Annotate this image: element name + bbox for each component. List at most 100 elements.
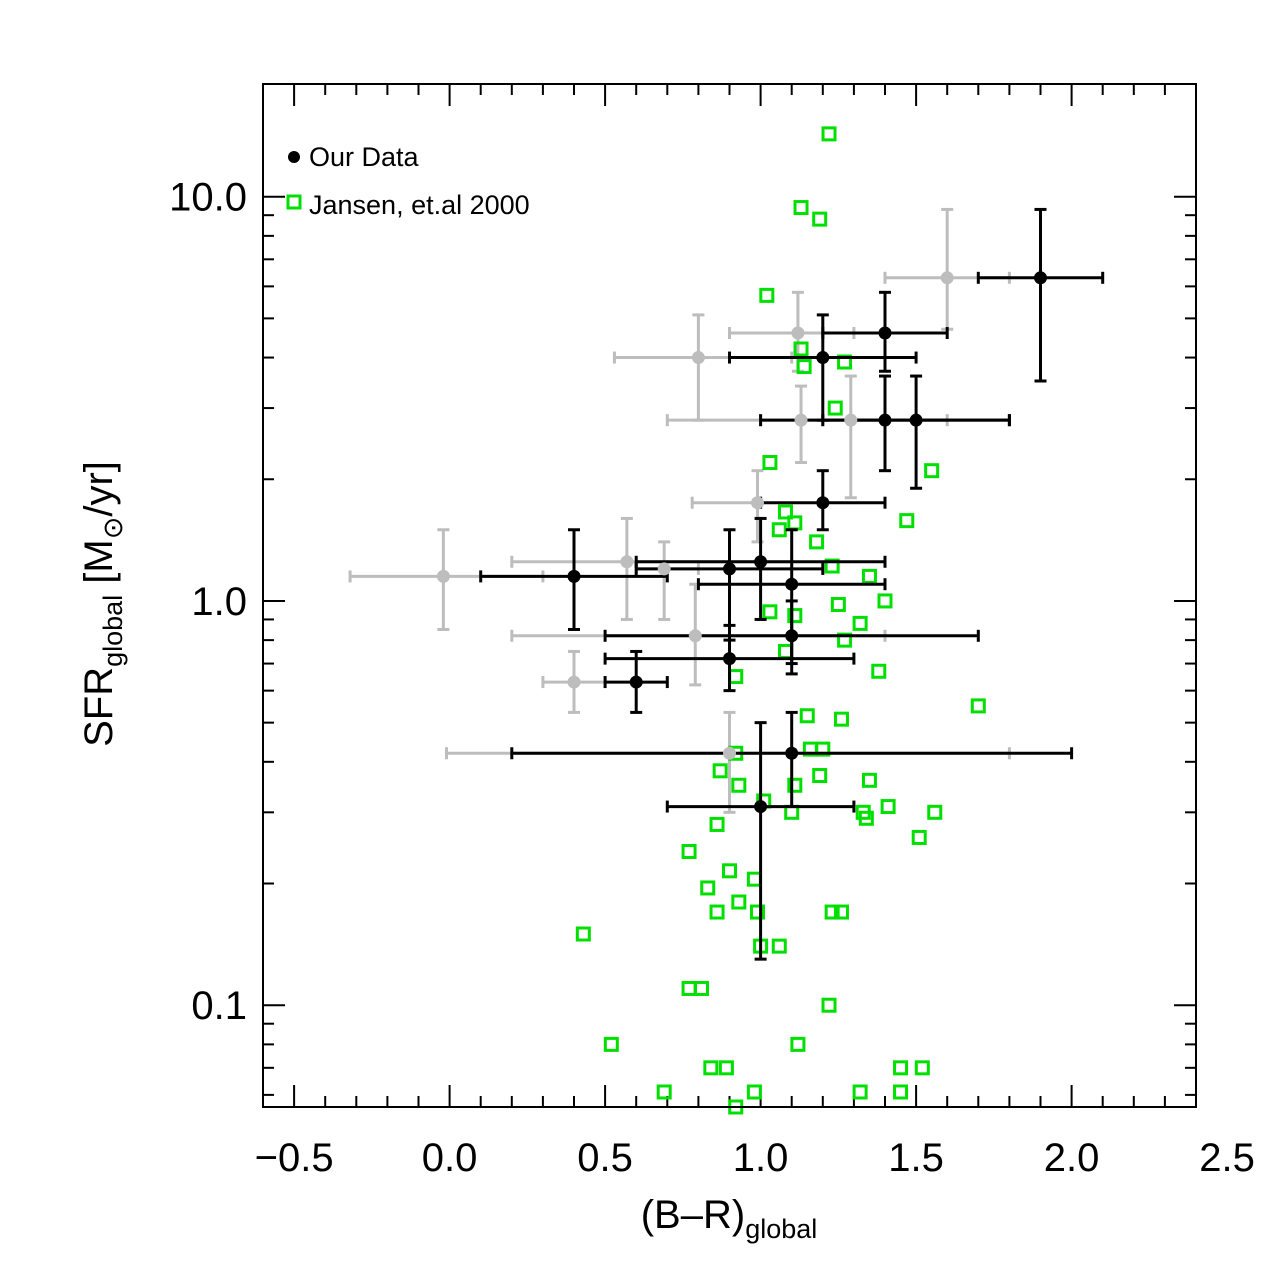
data-points: [436, 271, 1047, 814]
jansen-point: [790, 1036, 806, 1052]
x-axis-label-main: (B–R): [641, 1193, 745, 1237]
legend-label-jansen: Jansen, et.al 2000: [309, 190, 530, 220]
jansen-point: [793, 200, 809, 216]
x-tick-label: 1.0: [733, 1136, 789, 1180]
jansen-point: [924, 463, 940, 479]
jansen-point: [603, 1036, 619, 1052]
our-data-point: [754, 555, 768, 569]
jansen-point: [796, 359, 812, 375]
x-tick-label: −0.5: [255, 1136, 334, 1180]
our-data-point: [816, 351, 830, 365]
our-data-point: [878, 326, 892, 340]
gray-data-point: [691, 351, 705, 365]
our-data-point: [909, 413, 923, 427]
jansen-point: [852, 1084, 868, 1100]
jansen-point: [681, 843, 697, 859]
axis-ticks: [262, 84, 1197, 1107]
jansen-point: [880, 799, 896, 815]
y-axis-label-units: [M: [77, 539, 121, 595]
jansen-point: [749, 904, 765, 920]
y-axis-label-subscript: global: [98, 595, 128, 667]
jansen-point: [731, 777, 747, 793]
gray-data-point: [940, 271, 954, 285]
jansen-point: [830, 596, 846, 612]
y-axis-label-main: SFR: [77, 667, 121, 747]
y-tick-label: 1.0: [191, 580, 247, 624]
jansen-point: [837, 632, 853, 648]
jansen-point: [812, 768, 828, 784]
jansen-point: [824, 558, 840, 574]
jansen-points: [575, 126, 986, 1115]
gray-data-point: [657, 562, 671, 576]
jansen-point: [833, 904, 849, 920]
our-data-point: [785, 746, 799, 760]
our-data-point: [816, 496, 830, 510]
jansen-point: [809, 534, 825, 550]
jansen-point: [861, 568, 877, 584]
our-data-point: [878, 413, 892, 427]
jansen-point: [821, 126, 837, 142]
legend: Our Data Jansen, et.al 2000: [286, 142, 530, 220]
jansen-point: [877, 593, 893, 609]
y-axis-label: SFRglobal [M⊙/yr]: [77, 461, 129, 747]
legend-marker-jansen: [286, 194, 302, 210]
jansen-point: [762, 604, 778, 620]
jansen-point: [759, 287, 775, 303]
jansen-point: [893, 1084, 909, 1100]
axis-tick-labels: −0.5 0.0 0.5 1.0 1.5 2.0 2.5 0.1 1.0 10.0: [169, 176, 1255, 1180]
jansen-point: [815, 741, 831, 757]
gray-data-point: [791, 326, 805, 340]
y-axis-label-units-end: /yr]: [77, 461, 121, 517]
our-data-point: [723, 562, 736, 576]
our-data-point: [785, 629, 799, 643]
gray-data-point: [723, 746, 736, 760]
gray-data-point: [794, 413, 808, 427]
jansen-point: [821, 997, 837, 1013]
jansen-point: [771, 522, 787, 538]
jansen-point: [833, 711, 849, 727]
jansen-point: [871, 663, 887, 679]
our-data-point: [723, 652, 736, 666]
y-tick-label: 0.1: [191, 984, 247, 1028]
gray-data-point: [620, 555, 634, 569]
legend-label-our-data: Our Data: [309, 142, 420, 172]
jansen-point: [812, 211, 828, 227]
x-tick-label: 1.5: [888, 1136, 944, 1180]
legend-marker-our-data: [288, 151, 300, 163]
our-data-point: [754, 800, 768, 814]
y-axis-label-sun-symbol: ⊙: [98, 517, 129, 540]
gray-data-point: [750, 496, 764, 510]
jansen-point: [927, 804, 943, 820]
jansen-point: [718, 1060, 734, 1076]
x-axis-label: (B–R)global: [641, 1193, 818, 1244]
jansen-point: [575, 926, 591, 942]
our-data-point: [785, 577, 799, 591]
jansen-point: [722, 863, 737, 879]
jansen-point: [787, 777, 803, 793]
x-tick-label: 0.0: [422, 1136, 478, 1180]
jansen-point: [771, 938, 787, 954]
jansen-point: [899, 513, 915, 529]
jansen-point: [712, 763, 728, 779]
jansen-point: [852, 615, 868, 631]
jansen-point: [731, 894, 747, 910]
jansen-point: [793, 341, 809, 357]
jansen-point: [709, 816, 725, 832]
plot-frame: [262, 83, 1197, 1108]
jansen-point: [970, 698, 986, 714]
jansen-point: [762, 455, 778, 471]
x-tick-label: 2.0: [1044, 1136, 1100, 1180]
x-tick-label: 2.5: [1199, 1136, 1255, 1180]
jansen-point: [861, 772, 877, 788]
x-axis-label-subscript: global: [745, 1214, 817, 1244]
x-tick-label: 0.5: [577, 1136, 633, 1180]
jansen-point: [656, 1084, 672, 1100]
our-data-point: [629, 675, 643, 689]
gray-data-point: [436, 569, 450, 583]
jansen-point: [777, 504, 793, 520]
y-tick-label: 10.0: [169, 176, 247, 220]
gray-data-point: [844, 413, 858, 427]
our-data-point: [1034, 271, 1047, 285]
